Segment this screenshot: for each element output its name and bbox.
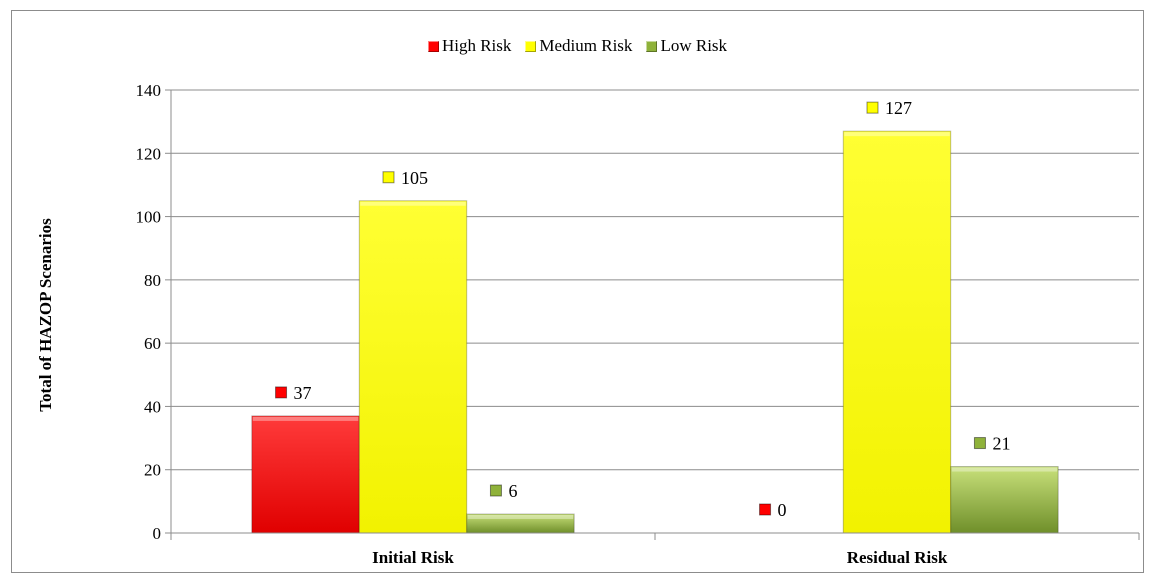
legend-item-high-risk: High Risk <box>427 36 512 56</box>
bar-medium-risk-residual-risk <box>842 130 952 534</box>
y-tick-label: 100 <box>136 208 162 227</box>
data-label-high-risk-residual-risk: 0 <box>778 500 787 520</box>
legend: High Risk Medium Risk Low Risk <box>0 36 1155 56</box>
y-tick-label: 40 <box>144 397 161 416</box>
data-label-marker <box>382 171 395 184</box>
legend-label-medium-risk: Medium Risk <box>539 36 633 55</box>
y-tick-label: 20 <box>144 461 161 480</box>
legend-item-medium-risk: Medium Risk <box>525 36 632 56</box>
data-label-marker <box>866 101 879 114</box>
data-label-marker <box>489 484 502 497</box>
bar-highlight <box>844 132 950 137</box>
legend-label-high-risk: High Risk <box>441 36 512 55</box>
x-category-label: Initial Risk <box>372 548 454 567</box>
bar-highlight <box>951 467 1058 472</box>
y-tick-label: 0 <box>153 524 162 543</box>
y-tick-label: 120 <box>136 144 162 163</box>
y-tick-label: 80 <box>144 271 161 290</box>
legend-swatch-high-risk <box>427 40 439 52</box>
data-label-low-risk-initial-risk: 6 <box>508 481 517 501</box>
y-axis-label: Total of HAZOP Scenarios <box>36 218 55 412</box>
legend-swatch-low-risk <box>646 40 658 52</box>
data-label-medium-risk-residual-risk: 127 <box>885 98 912 118</box>
data-label-marker <box>759 503 772 516</box>
data-label-medium-risk-initial-risk: 105 <box>401 168 428 188</box>
x-category-label: Residual Risk <box>847 548 948 567</box>
data-label-high-risk-initial-risk: 37 <box>294 383 312 403</box>
data-label-marker <box>275 386 288 399</box>
bar-medium-risk-initial-risk <box>358 200 468 534</box>
y-tick-label: 140 <box>136 81 162 100</box>
bar-highlight <box>252 416 359 421</box>
bar-highlight <box>467 515 574 520</box>
bar-low-risk-residual-risk <box>950 466 1059 534</box>
legend-label-low-risk: Low Risk <box>660 36 728 55</box>
legend-swatch-medium-risk <box>525 40 537 52</box>
bar-high-risk-initial-risk <box>251 415 360 534</box>
y-tick-label: 60 <box>144 334 161 353</box>
data-label-low-risk-residual-risk: 21 <box>992 434 1010 454</box>
legend-item-low-risk: Low Risk <box>646 36 727 56</box>
data-label-marker <box>973 437 986 450</box>
bar-highlight <box>360 201 466 206</box>
